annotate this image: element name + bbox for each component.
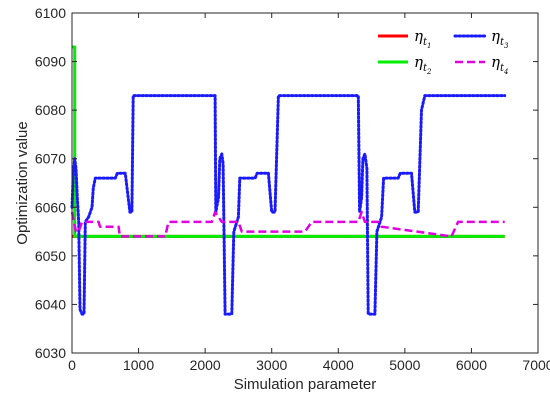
plot-background (72, 13, 538, 353)
legend-label-2: ηt2 (414, 53, 432, 76)
y-tick-label: 6040 (35, 296, 66, 312)
x-tick-label: 5000 (389, 357, 420, 373)
y-tick-label: 6100 (35, 5, 66, 21)
axes-box (71, 12, 539, 354)
series-line-4 (70, 210, 505, 238)
series-layer (70, 45, 507, 316)
x-tick-label: 0 (68, 357, 76, 373)
y-tick-label: 6070 (35, 151, 66, 167)
legend-item-1: ηt1 (378, 27, 432, 50)
y-tick-label: 6030 (35, 345, 66, 361)
legend-label-4: ηt4 (491, 53, 509, 76)
legend-item-3: ηt3 (453, 27, 509, 50)
x-tick-label: 6000 (456, 357, 487, 373)
y-tick-label: 6060 (35, 199, 66, 215)
axes-layer: 0 1000 2000 3000 4000 5000 6000 7000 6030 6040 605… (35, 5, 550, 373)
x-tick-label: 4000 (323, 357, 354, 373)
legend: ηt1 ηt2 ηt3 ηt4 (378, 27, 509, 76)
legend-item-4: ηt4 (455, 53, 509, 76)
x-tick-label: 3000 (256, 357, 287, 373)
x-tick-label: 7000 (522, 357, 550, 373)
x-tick-label: 1000 (123, 357, 154, 373)
x-tick-label: 2000 (190, 357, 221, 373)
x-axis-title: Simulation parameter (234, 376, 377, 393)
series-line-2 (72, 45, 505, 238)
y-tick-label: 6050 (35, 248, 66, 264)
legend-label-3: ηt3 (491, 27, 509, 50)
legend-item-2: ηt2 (378, 53, 432, 76)
legend-label-1: ηt1 (414, 27, 432, 50)
series-line-3 (70, 94, 507, 316)
y-tick-label: 6090 (35, 54, 66, 70)
y-tick-label: 6080 (35, 102, 66, 118)
y-axis-title: Optimization value (14, 121, 31, 244)
